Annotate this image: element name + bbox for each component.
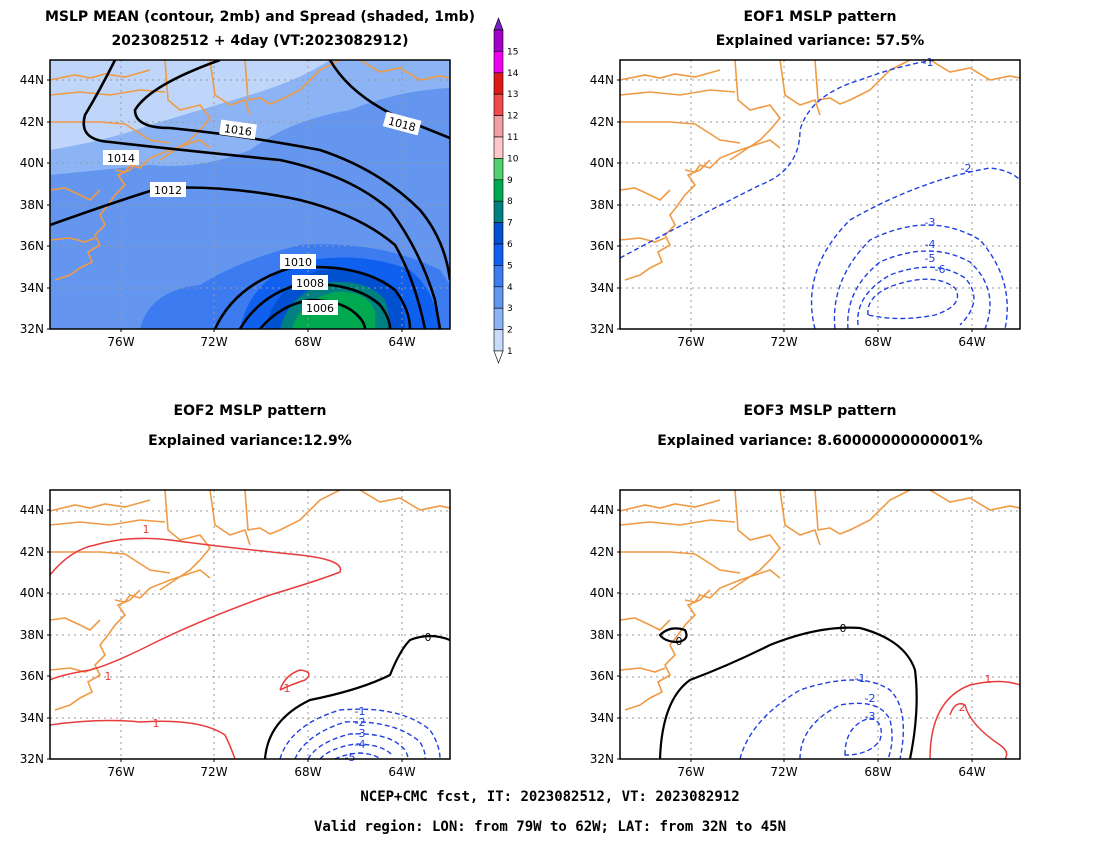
colorbar-swatch [493, 51, 504, 74]
colorbar-swatch [493, 329, 504, 352]
colorbar-label: 1 [507, 347, 513, 357]
colorbar-bottom-arrow [493, 350, 504, 364]
mean-contour-labels: 1018 1016 1014 1012 1010 1008 1006 [103, 111, 422, 315]
colorbar-swatch [493, 286, 504, 309]
colorbar-label: 2 [507, 326, 513, 336]
colorbar-label: 7 [507, 219, 513, 229]
label-1008: 1008 [296, 277, 324, 290]
colorbar-label: 5 [507, 261, 513, 271]
eof3-title-line2: Explained variance: 8.60000000000001% [657, 433, 983, 449]
colorbar-label: 4 [507, 283, 513, 293]
colorbar-label: 14 [507, 69, 519, 79]
colorbar-swatch [493, 307, 504, 330]
colorbar-label: 6 [507, 240, 513, 250]
colorbar-label: 12 [507, 112, 518, 122]
colorbar-swatch [493, 200, 504, 223]
footer-line2: Valid region: LON: from 79W to 62W; LAT:… [313, 819, 786, 835]
colorbar-swatch [493, 115, 504, 138]
mean-title-line2: 2023082512 + 4day (VT:2023082912) [111, 33, 409, 49]
colorbar-label: 10 [507, 154, 519, 164]
colorbar-swatch [493, 93, 504, 116]
colorbar-swatch [493, 29, 504, 52]
label-1014: 1014 [107, 152, 135, 165]
eof1-title-line2: Explained variance: 57.5% [715, 33, 925, 49]
colorbar-swatch [493, 222, 504, 245]
spread-colorbar: 15 14 13 12 11 10 9 8 7 6 5 4 3 2 1 [493, 17, 519, 364]
colorbar-label: 3 [507, 304, 513, 314]
label-1012: 1012 [154, 184, 182, 197]
eof3-title-line1: EOF3 MSLP pattern [743, 403, 897, 419]
colorbar-swatch [493, 136, 504, 159]
mean-title-line1: MSLP MEAN (contour, 2mb) and Spread (sha… [45, 9, 475, 25]
label-1010: 1010 [284, 256, 312, 269]
eof2-title-line1: EOF2 MSLP pattern [173, 403, 327, 419]
colorbar-swatch [493, 72, 504, 95]
label-1006: 1006 [306, 302, 334, 315]
label-1016: 1016 [223, 122, 253, 139]
eof1-title-line1: EOF1 MSLP pattern [743, 9, 897, 25]
mean-frame [49, 59, 451, 330]
mean-coastlines [50, 60, 450, 281]
colorbar-swatch [493, 265, 504, 288]
eof2-title-line2: Explained variance:12.9% [148, 433, 352, 449]
colorbar-label: 9 [507, 176, 513, 186]
colorbar-top-arrow [493, 17, 504, 31]
colorbar-swatch [493, 243, 504, 266]
colorbar-label: 8 [507, 197, 513, 207]
colorbar-swatch [493, 158, 504, 181]
colorbar-label: 11 [507, 133, 518, 143]
footer-line1: NCEP+CMC fcst, IT: 2023082512, VT: 20230… [360, 789, 740, 805]
colorbar-label: 15 [507, 47, 518, 57]
colorbar-label: 13 [507, 90, 518, 100]
colorbar-swatch [493, 179, 504, 202]
